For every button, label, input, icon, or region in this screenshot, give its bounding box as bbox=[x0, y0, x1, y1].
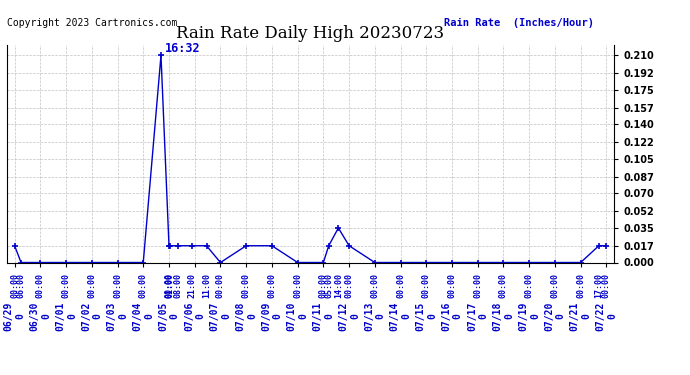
Text: 07/22
0: 07/22 0 bbox=[595, 302, 617, 331]
Text: 07/02
0: 07/02 0 bbox=[81, 302, 103, 331]
Text: 00:00: 00:00 bbox=[36, 273, 45, 298]
Text: 00:00: 00:00 bbox=[61, 273, 70, 298]
Text: 00:00: 00:00 bbox=[371, 273, 380, 298]
Text: 07/20
0: 07/20 0 bbox=[544, 302, 566, 331]
Text: 07/21
0: 07/21 0 bbox=[570, 302, 591, 331]
Text: 07/18
0: 07/18 0 bbox=[493, 302, 514, 331]
Text: 06/30
0: 06/30 0 bbox=[30, 302, 51, 331]
Text: 08:00: 08:00 bbox=[173, 273, 182, 298]
Text: 07/11
0: 07/11 0 bbox=[313, 302, 334, 331]
Text: 07/06
0: 07/06 0 bbox=[184, 302, 206, 331]
Text: 00:00: 00:00 bbox=[139, 273, 148, 298]
Text: 00:00: 00:00 bbox=[88, 273, 97, 298]
Text: 00:00: 00:00 bbox=[551, 273, 560, 298]
Text: 07/14
0: 07/14 0 bbox=[390, 302, 411, 331]
Text: 07/08
0: 07/08 0 bbox=[235, 302, 257, 331]
Text: 00:00: 00:00 bbox=[241, 273, 250, 298]
Text: 07/12
0: 07/12 0 bbox=[338, 302, 360, 331]
Text: 00:00: 00:00 bbox=[422, 273, 431, 298]
Text: 00:00: 00:00 bbox=[216, 273, 225, 298]
Text: 07/16
0: 07/16 0 bbox=[441, 302, 463, 331]
Text: 00:00: 00:00 bbox=[113, 273, 122, 298]
Text: 07/15
0: 07/15 0 bbox=[415, 302, 437, 331]
Text: 00:00: 00:00 bbox=[524, 273, 533, 298]
Text: 11:00: 11:00 bbox=[202, 273, 211, 298]
Text: 17:00: 17:00 bbox=[594, 273, 603, 298]
Text: 14:00: 14:00 bbox=[334, 273, 343, 298]
Text: Rain Rate  (Inches/Hour): Rain Rate (Inches/Hour) bbox=[444, 18, 594, 28]
Text: 00:00: 00:00 bbox=[164, 273, 173, 298]
Text: 07/03
0: 07/03 0 bbox=[107, 302, 128, 331]
Title: Rain Rate Daily High 20230723: Rain Rate Daily High 20230723 bbox=[177, 25, 444, 42]
Text: 06:00: 06:00 bbox=[17, 273, 26, 298]
Text: 00:00: 00:00 bbox=[268, 273, 277, 298]
Text: 07/05
0: 07/05 0 bbox=[158, 302, 180, 331]
Text: 00:00: 00:00 bbox=[473, 273, 482, 298]
Text: 05:00: 05:00 bbox=[324, 273, 333, 298]
Text: Copyright 2023 Cartronics.com: Copyright 2023 Cartronics.com bbox=[7, 18, 177, 28]
Text: 00:00: 00:00 bbox=[319, 273, 328, 298]
Text: 00:00: 00:00 bbox=[10, 273, 19, 298]
Text: 00:00: 00:00 bbox=[576, 273, 585, 298]
Text: 00:00: 00:00 bbox=[448, 273, 457, 298]
Text: 07/10
0: 07/10 0 bbox=[287, 302, 308, 331]
Text: 00:00: 00:00 bbox=[499, 273, 508, 298]
Text: 07/01
0: 07/01 0 bbox=[55, 302, 77, 331]
Text: 07/17
0: 07/17 0 bbox=[467, 302, 489, 331]
Text: 07/09
0: 07/09 0 bbox=[261, 302, 283, 331]
Text: 06/29
0: 06/29 0 bbox=[4, 302, 26, 331]
Text: 00:00: 00:00 bbox=[293, 273, 302, 298]
Text: 07/13
0: 07/13 0 bbox=[364, 302, 386, 331]
Text: 07/07
0: 07/07 0 bbox=[210, 302, 231, 331]
Text: 00:00: 00:00 bbox=[396, 273, 405, 298]
Text: 01:00: 01:00 bbox=[166, 273, 175, 298]
Text: 16:32: 16:32 bbox=[165, 42, 201, 56]
Text: 07/04
0: 07/04 0 bbox=[132, 302, 154, 331]
Text: 21:00: 21:00 bbox=[187, 273, 196, 298]
Text: 00:00: 00:00 bbox=[602, 273, 611, 298]
Text: 00:00: 00:00 bbox=[344, 273, 353, 298]
Text: 07/19
0: 07/19 0 bbox=[518, 302, 540, 331]
